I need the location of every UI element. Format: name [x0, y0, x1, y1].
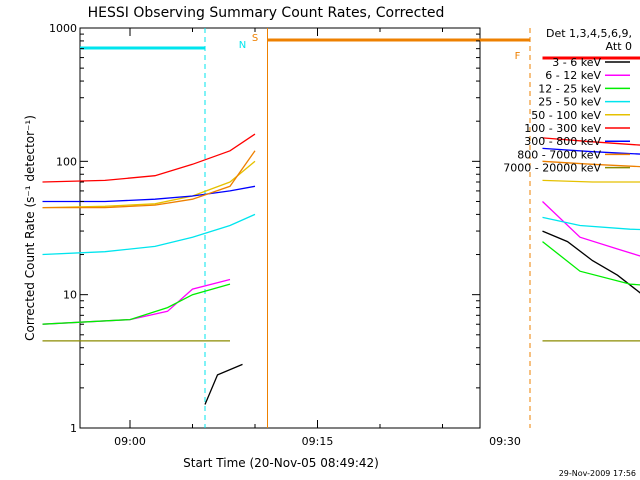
- flag-label-n: N: [239, 40, 246, 51]
- flag-label-s: S: [252, 33, 258, 44]
- x-tick-label: 09:00: [114, 435, 146, 448]
- x-tick-label: 09:30: [489, 435, 521, 448]
- series-line-7000-20000-kev: [542, 340, 640, 342]
- legend-label: 3 - 6 keV: [552, 56, 601, 69]
- series-line-6-12-kev: [542, 201, 640, 257]
- footer-timestamp: 29-Nov-2009 17:56: [559, 469, 636, 478]
- series-line-3-6-kev: [542, 230, 640, 294]
- legend-label: 800 - 7000 keV: [517, 148, 601, 161]
- legend-header-line-1: Det 1,3,4,5,6,9,: [546, 27, 632, 40]
- series-line-100-300-kev: [42, 133, 256, 183]
- y-tick-label: 1: [70, 422, 77, 435]
- plot-frame: [79, 27, 481, 429]
- legend-label: 6 - 12 keV: [545, 69, 601, 82]
- legend-label: 50 - 100 keV: [531, 109, 601, 122]
- x-tick-label: 09:15: [302, 435, 334, 448]
- series-line-25-50-kev: [42, 213, 256, 256]
- y-tick-label: 1000: [49, 22, 77, 35]
- chart-title: HESSI Observing Summary Count Rates, Cor…: [88, 5, 445, 21]
- series-line-3-6-kev: [204, 363, 243, 405]
- legend-label: 100 - 300 keV: [524, 122, 601, 135]
- flag-label-f: F: [515, 51, 521, 62]
- y-tick-label: 10: [63, 289, 77, 302]
- series-line-25-50-kev: [542, 216, 640, 231]
- x-axis-label: Start Time (20-Nov-05 08:49:42): [183, 456, 379, 470]
- y-tick-label: 100: [56, 155, 77, 168]
- y-axis-label: Corrected Count Rate (s⁻¹ detector⁻¹): [23, 115, 37, 341]
- series-line-12-25-kev: [42, 283, 231, 325]
- legend-label: 12 - 25 keV: [538, 82, 601, 95]
- legend-header-line-2: Att 0: [606, 40, 632, 53]
- legend-label: 300 - 800 keV: [524, 135, 601, 148]
- legend-label: 7000 - 20000 keV: [503, 162, 601, 175]
- legend-label: 25 - 50 keV: [538, 96, 601, 109]
- series-line-800-7000-kev: [42, 150, 256, 209]
- series-line-50-100-kev: [542, 179, 640, 183]
- series-line-50-100-kev: [42, 160, 256, 209]
- series-line-300-800-kev: [42, 185, 256, 203]
- series-line-12-25-kev: [542, 241, 640, 286]
